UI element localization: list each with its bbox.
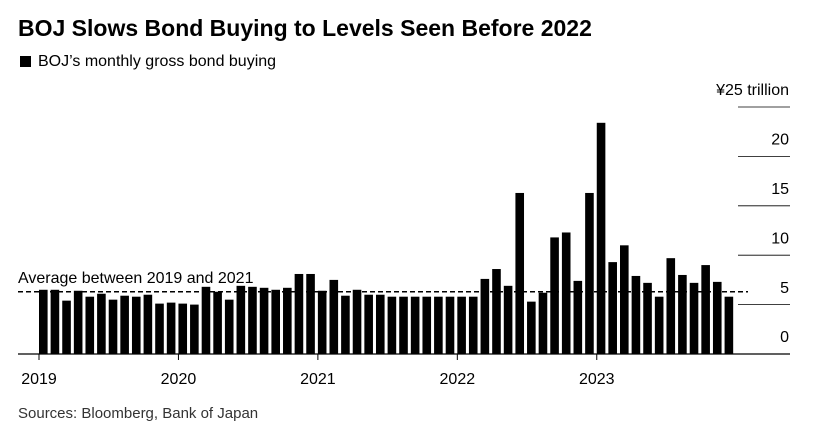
bar bbox=[689, 282, 699, 354]
x-tick-label: 2019 bbox=[21, 371, 57, 388]
bar bbox=[236, 285, 246, 354]
bar bbox=[283, 287, 292, 354]
bar bbox=[492, 269, 501, 354]
bar bbox=[701, 265, 710, 354]
reference-label: Average between 2019 and 2021 bbox=[18, 270, 254, 287]
bar bbox=[620, 245, 629, 354]
x-tick-label: 2021 bbox=[300, 371, 336, 388]
bar bbox=[190, 304, 199, 354]
bar bbox=[294, 273, 304, 354]
legend-swatch bbox=[20, 56, 31, 67]
bar bbox=[468, 296, 478, 354]
bar bbox=[480, 278, 490, 354]
bar bbox=[317, 290, 327, 354]
bar bbox=[445, 296, 455, 354]
bar bbox=[387, 296, 397, 354]
bar bbox=[712, 281, 722, 354]
bar bbox=[73, 290, 83, 354]
bar bbox=[503, 285, 513, 354]
chart-title: BOJ Slows Bond Buying to Levels Seen Bef… bbox=[18, 15, 592, 41]
y-tick-label: 0 bbox=[780, 329, 789, 346]
bar bbox=[515, 192, 525, 354]
bar bbox=[585, 192, 594, 354]
bar bbox=[573, 280, 583, 354]
bar bbox=[399, 296, 408, 354]
bar bbox=[375, 294, 385, 354]
bar bbox=[155, 303, 164, 354]
bar bbox=[434, 296, 443, 354]
bar bbox=[457, 296, 466, 354]
legend-label: BOJ’s monthly gross bond buying bbox=[38, 53, 276, 70]
bar bbox=[306, 273, 315, 354]
bar bbox=[143, 294, 153, 354]
bar bbox=[527, 301, 536, 354]
x-tick-label: 2020 bbox=[161, 371, 197, 388]
source: Sources: Bloomberg, Bank of Japan bbox=[18, 405, 258, 422]
bar bbox=[666, 258, 676, 354]
y-tick-label: 5 bbox=[780, 280, 789, 297]
bar bbox=[248, 286, 257, 354]
y-tick-label: 10 bbox=[771, 230, 789, 247]
bar bbox=[561, 232, 571, 354]
bar bbox=[62, 300, 71, 354]
bar bbox=[678, 274, 687, 354]
y-tick-label: 15 bbox=[771, 181, 789, 198]
bar bbox=[538, 292, 548, 354]
bar bbox=[50, 289, 60, 354]
bar bbox=[410, 296, 420, 354]
bar bbox=[108, 299, 118, 354]
bar bbox=[213, 291, 222, 354]
bar bbox=[341, 295, 350, 354]
bar bbox=[201, 286, 211, 354]
bar bbox=[364, 294, 373, 354]
y-tick-label: 20 bbox=[771, 132, 789, 149]
bar bbox=[271, 289, 280, 354]
bar bbox=[178, 303, 188, 354]
bar bbox=[608, 262, 617, 354]
bar bbox=[643, 282, 652, 354]
bar bbox=[85, 296, 95, 354]
bar bbox=[97, 293, 106, 354]
bar bbox=[422, 296, 432, 354]
bar bbox=[120, 295, 129, 354]
bar bbox=[631, 275, 641, 354]
bar bbox=[596, 122, 606, 354]
bar bbox=[131, 296, 141, 354]
bar bbox=[39, 289, 48, 354]
bar bbox=[259, 287, 269, 354]
x-tick-label: 2023 bbox=[579, 371, 615, 388]
bar bbox=[654, 296, 664, 354]
bar bbox=[550, 237, 559, 354]
bar bbox=[329, 279, 339, 354]
bar bbox=[224, 299, 234, 354]
x-tick-label: 2022 bbox=[440, 371, 476, 388]
y-tick-label: ¥25 trillion bbox=[715, 82, 789, 99]
bar bbox=[724, 296, 734, 354]
bar bbox=[166, 302, 176, 354]
bar bbox=[352, 289, 362, 354]
